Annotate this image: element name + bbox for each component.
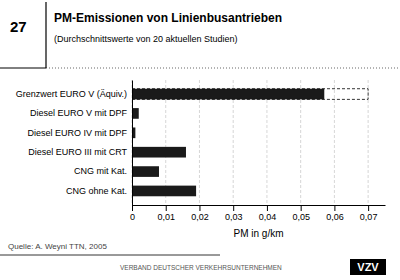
y-tick: CNG ohne Kat.	[66, 186, 132, 196]
bar	[132, 186, 196, 197]
header-separator	[45, 2, 46, 68]
logo: VZV	[357, 261, 379, 273]
x-tick-label: 0	[130, 212, 135, 222]
y-tick-label: Grenzwert EURO V (Äquiv.)	[16, 89, 127, 99]
x-tick-label: 0,03	[225, 212, 243, 222]
header-divider	[0, 68, 46, 69]
grid-line	[334, 80, 335, 205]
x-tick: 0,07	[360, 205, 378, 222]
x-tick-label: 0,04	[259, 212, 277, 222]
bars	[132, 89, 368, 197]
x-tick-mark	[199, 205, 200, 211]
y-tick: CNG mit Kat.	[74, 166, 132, 176]
bar	[132, 89, 324, 100]
footer-line	[0, 255, 220, 256]
x-tick: 0,06	[326, 205, 344, 222]
y-axis: Grenzwert EURO V (Äquiv.) Diesel EURO V m…	[16, 81, 133, 206]
x-tick-mark	[166, 205, 167, 211]
y-tick: Diesel EURO IV mit DPF	[27, 128, 132, 138]
subtitle: (Durchschnittswerte von 20 aktuellen Stu…	[54, 34, 238, 44]
y-tick-label: Diesel EURO V mit DPF	[30, 108, 128, 118]
chart: 27 PM-Emissionen von Linienbusantrieben (D…	[0, 0, 400, 280]
y-axis-line	[132, 81, 133, 206]
source: Quelle: A. Weyni TTN, 2005	[8, 242, 107, 251]
grid	[132, 80, 368, 205]
footer-text: VERBAND DEUTSCHER VERKEHRSUNTERNEHMEN	[120, 264, 282, 271]
y-tick-label: CNG ohne Kat.	[66, 186, 127, 196]
x-axis-title: PM in g/km	[233, 228, 283, 239]
bar	[132, 166, 159, 177]
dashed-box	[132, 89, 368, 100]
bar	[132, 147, 186, 158]
title: PM-Emissionen von Linienbusantrieben	[54, 11, 282, 25]
x-tick: 0,02	[191, 205, 209, 222]
x-tick: 0	[130, 205, 135, 222]
y-tick-label: Diesel EURO III mit CRT	[28, 147, 127, 157]
x-tick: 0,03	[225, 205, 243, 222]
y-tick: Grenzwert EURO V (Äquiv.)	[16, 89, 132, 99]
x-axis: 0 0,01 0,02 0,03 0,04 0,05 0,06 0,07	[130, 205, 386, 222]
x-tick-mark	[301, 205, 302, 211]
x-tick: 0,01	[157, 205, 175, 222]
y-tick: Diesel EURO V mit DPF	[30, 108, 132, 118]
slide-number: 27	[10, 18, 27, 35]
x-tick: 0,04	[259, 205, 277, 222]
bar	[132, 108, 139, 119]
y-tick-label: CNG mit Kat.	[74, 166, 127, 176]
x-tick-mark	[132, 205, 133, 211]
y-tick: Diesel EURO III mit CRT	[28, 147, 132, 157]
grid-line	[132, 80, 133, 205]
x-tick: 0,05	[292, 205, 310, 222]
x-tick-mark	[233, 205, 234, 211]
x-tick-label: 0,01	[157, 212, 175, 222]
x-tick-label: 0,07	[360, 212, 378, 222]
x-tick-mark	[267, 205, 268, 211]
header-divider-dotted	[46, 68, 400, 69]
logo-box	[350, 259, 386, 275]
x-axis-line	[133, 205, 386, 206]
x-tick-label: 0,06	[326, 212, 344, 222]
x-tick-label: 0,02	[191, 212, 209, 222]
x-tick-mark	[334, 205, 335, 211]
y-tick-label: Diesel EURO IV mit DPF	[27, 128, 127, 138]
x-tick-mark	[368, 205, 369, 211]
x-tick-label: 0,05	[292, 212, 310, 222]
